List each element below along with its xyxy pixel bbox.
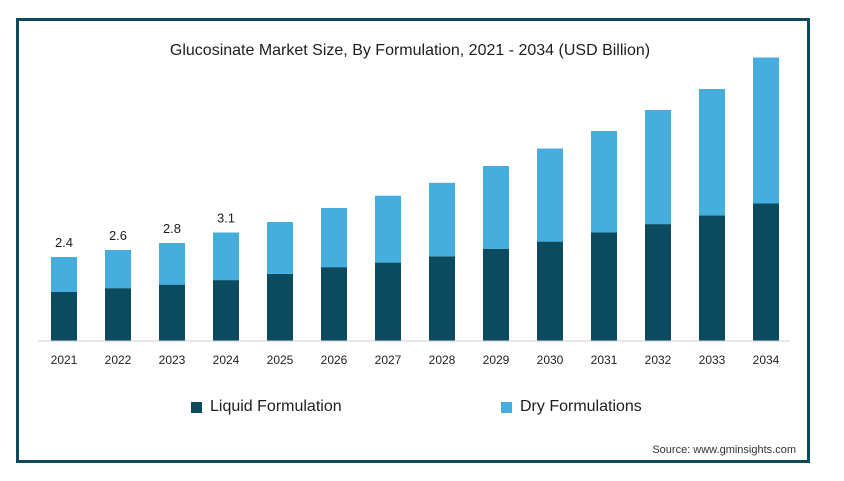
- data-label-2022: 2.6: [109, 228, 127, 243]
- x-tick-label-2033: 2033: [699, 353, 726, 367]
- legend-swatch-dry: [501, 401, 512, 413]
- bar-liquid-2030: [537, 241, 563, 341]
- data-label-2023: 2.8: [163, 221, 181, 236]
- x-tick-label-2023: 2023: [159, 353, 186, 367]
- legend-item-dry: Dry Formulations: [501, 398, 642, 416]
- legend-label-liquid: Liquid Formulation: [210, 398, 342, 415]
- bar-dry-2025: [267, 222, 293, 274]
- x-tick-label-2024: 2024: [213, 353, 240, 367]
- x-tick-label-2029: 2029: [483, 353, 510, 367]
- bar-liquid-2028: [429, 256, 455, 341]
- bar-dry-2034: [753, 57, 779, 204]
- x-tick-label-2028: 2028: [429, 353, 456, 367]
- bar-dry-2026: [321, 208, 347, 268]
- bar-dry-2030: [537, 148, 563, 242]
- bar-dry-2024: [213, 232, 239, 281]
- bar-dry-2031: [591, 131, 617, 233]
- x-tick-label-2026: 2026: [321, 353, 348, 367]
- bar-dry-2021: [51, 257, 77, 292]
- bar-liquid-2022: [105, 288, 131, 341]
- x-tick-label-2031: 2031: [591, 353, 618, 367]
- bar-liquid-2024: [213, 280, 239, 341]
- x-tick-label-2034: 2034: [753, 353, 780, 367]
- x-tick-label-2027: 2027: [375, 353, 402, 367]
- bar-liquid-2032: [645, 224, 671, 341]
- bar-dry-2032: [645, 110, 671, 225]
- bar-liquid-2027: [375, 262, 401, 341]
- legend-item-liquid: Liquid Formulation: [191, 398, 342, 416]
- chart-frame: [16, 18, 810, 463]
- x-tick-label-2021: 2021: [51, 353, 78, 367]
- bar-dry-2028: [429, 182, 455, 257]
- bar-liquid-2034: [753, 203, 779, 341]
- bar-dry-2023: [159, 243, 185, 285]
- source-note: Source: www.gminsights.com: [652, 444, 796, 456]
- legend-label-dry: Dry Formulations: [520, 398, 642, 415]
- bar-liquid-2026: [321, 267, 347, 341]
- bar-dry-2027: [375, 195, 401, 263]
- x-tick-label-2030: 2030: [537, 353, 564, 367]
- bar-dry-2033: [699, 89, 725, 216]
- bar-liquid-2033: [699, 215, 725, 341]
- bar-liquid-2031: [591, 232, 617, 341]
- bar-liquid-2023: [159, 284, 185, 341]
- bar-dry-2022: [105, 250, 131, 289]
- x-tick-label-2022: 2022: [105, 353, 132, 367]
- bar-liquid-2025: [267, 273, 293, 341]
- legend-swatch-liquid: [191, 401, 202, 413]
- chart-title: Glucosinate Market Size, By Formulation,…: [169, 42, 651, 59]
- data-label-2021: 2.4: [55, 235, 73, 250]
- bar-liquid-2029: [483, 248, 509, 341]
- x-tick-label-2025: 2025: [267, 353, 294, 367]
- bar-liquid-2021: [51, 292, 77, 341]
- bar-dry-2029: [483, 166, 509, 249]
- data-label-2024: 3.1: [217, 211, 235, 226]
- x-tick-label-2032: 2032: [645, 353, 672, 367]
